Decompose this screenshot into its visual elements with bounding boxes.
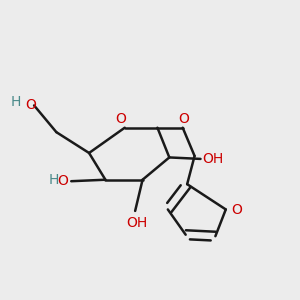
Text: OH: OH xyxy=(126,216,147,230)
Text: O: O xyxy=(26,98,37,112)
Text: O: O xyxy=(115,112,126,126)
Text: O: O xyxy=(232,203,242,217)
Text: O: O xyxy=(57,174,68,188)
Text: OH: OH xyxy=(202,152,224,166)
Text: O: O xyxy=(178,112,189,126)
Text: H: H xyxy=(48,173,59,187)
Text: H: H xyxy=(10,95,21,110)
